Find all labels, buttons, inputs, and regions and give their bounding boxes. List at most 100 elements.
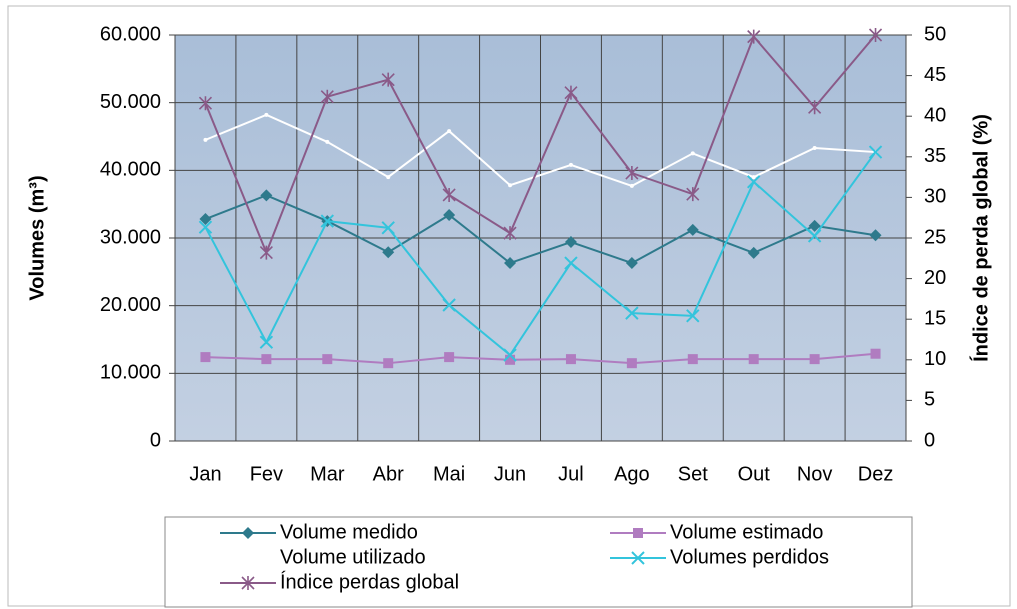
marker <box>568 162 573 167</box>
marker <box>748 354 759 365</box>
marker <box>386 175 391 180</box>
marker <box>868 28 883 42</box>
y2-tick-label: 35 <box>924 145 946 167</box>
marker <box>747 29 761 44</box>
x-tick-label: Mai <box>433 463 465 485</box>
x-tick-label: Jun <box>494 463 526 485</box>
marker <box>629 183 634 188</box>
x-tick-label: Set <box>678 463 708 485</box>
y2-tick-label: 0 <box>924 429 935 451</box>
marker <box>198 220 213 234</box>
marker <box>807 229 822 243</box>
marker <box>870 348 881 359</box>
marker <box>625 257 638 270</box>
marker <box>504 257 517 270</box>
legend-box <box>164 516 913 608</box>
y-tick-label: 60.000 <box>100 23 161 45</box>
marker <box>442 298 456 312</box>
marker <box>503 226 517 241</box>
marker <box>503 348 517 362</box>
legend-marker <box>633 528 643 538</box>
x-tick-label: Ago <box>614 463 650 485</box>
marker <box>264 112 269 117</box>
y-tick-label: 0 <box>150 429 161 451</box>
marker <box>747 175 761 189</box>
marker <box>869 229 882 242</box>
y-tick-label: 20.000 <box>100 294 161 316</box>
marker <box>625 166 639 181</box>
marker <box>199 213 212 226</box>
marker <box>203 137 208 142</box>
y2-tick-label: 5 <box>924 389 935 411</box>
legend-marker <box>241 576 255 590</box>
marker <box>381 72 395 87</box>
marker <box>442 187 456 202</box>
series-line <box>204 151 877 357</box>
y2-tick-label: 25 <box>924 226 946 248</box>
marker <box>626 358 637 369</box>
marker <box>325 139 330 144</box>
x-tick-label: Fev <box>250 463 283 485</box>
marker <box>809 354 820 365</box>
x-tick-label: Mar <box>310 463 345 485</box>
marker <box>812 146 817 151</box>
x-tick-label: Abr <box>373 463 404 485</box>
marker <box>625 306 639 320</box>
marker <box>686 223 699 236</box>
marker <box>320 89 334 104</box>
marker <box>259 245 273 260</box>
y-tick-label: 10.000 <box>100 362 161 384</box>
marker <box>565 354 576 365</box>
marker <box>564 236 577 249</box>
marker <box>200 352 211 363</box>
y2-axis-title: Índice de perda global (%) <box>969 114 992 362</box>
marker <box>198 96 213 111</box>
legend-marker <box>242 527 254 539</box>
marker <box>443 208 456 221</box>
marker <box>868 145 883 159</box>
legend-label: Volume estimado <box>670 521 823 543</box>
x-tick-label: Nov <box>797 463 833 485</box>
y2-tick-label: 20 <box>924 267 946 289</box>
marker <box>259 335 274 349</box>
x-tick-label: Out <box>738 463 771 485</box>
y2-tick-label: 15 <box>924 307 946 329</box>
marker <box>686 309 700 323</box>
x-tick-label: Jul <box>558 463 584 485</box>
marker <box>322 354 333 365</box>
marker <box>747 246 760 259</box>
y2-tick-label: 50 <box>924 23 946 45</box>
legend-marker <box>246 556 250 560</box>
marker <box>444 352 455 363</box>
legend-label: Volume medido <box>280 521 418 543</box>
y-tick-label: 50.000 <box>100 91 161 113</box>
marker <box>320 214 334 228</box>
legend-label: Índice perdas global <box>280 570 459 593</box>
marker <box>687 354 698 365</box>
y2-tick-label: 10 <box>924 348 946 370</box>
marker <box>261 354 272 365</box>
x-tick-label: Jan <box>189 463 221 485</box>
marker <box>260 189 273 202</box>
legend-label: Volume utilizado <box>280 546 426 568</box>
marker <box>564 85 578 100</box>
y2-tick-label: 40 <box>924 104 946 126</box>
marker <box>808 219 821 232</box>
marker <box>447 129 452 134</box>
y-tick-label: 40.000 <box>100 159 161 181</box>
series-line <box>205 352 876 365</box>
y2-tick-label: 45 <box>924 64 946 86</box>
y-axis-title: Volumes (m³) <box>26 175 48 300</box>
series-line <box>205 194 876 265</box>
y-tick-label: 30.000 <box>100 226 161 248</box>
legend-marker <box>631 551 645 565</box>
marker <box>382 246 395 259</box>
series-line <box>205 113 876 187</box>
marker <box>751 175 756 180</box>
marker <box>808 100 822 115</box>
series-line <box>204 34 877 256</box>
x-tick-label: Dez <box>858 463 894 485</box>
marker <box>383 358 394 369</box>
legend-label: Volumes perdidos <box>670 546 829 568</box>
